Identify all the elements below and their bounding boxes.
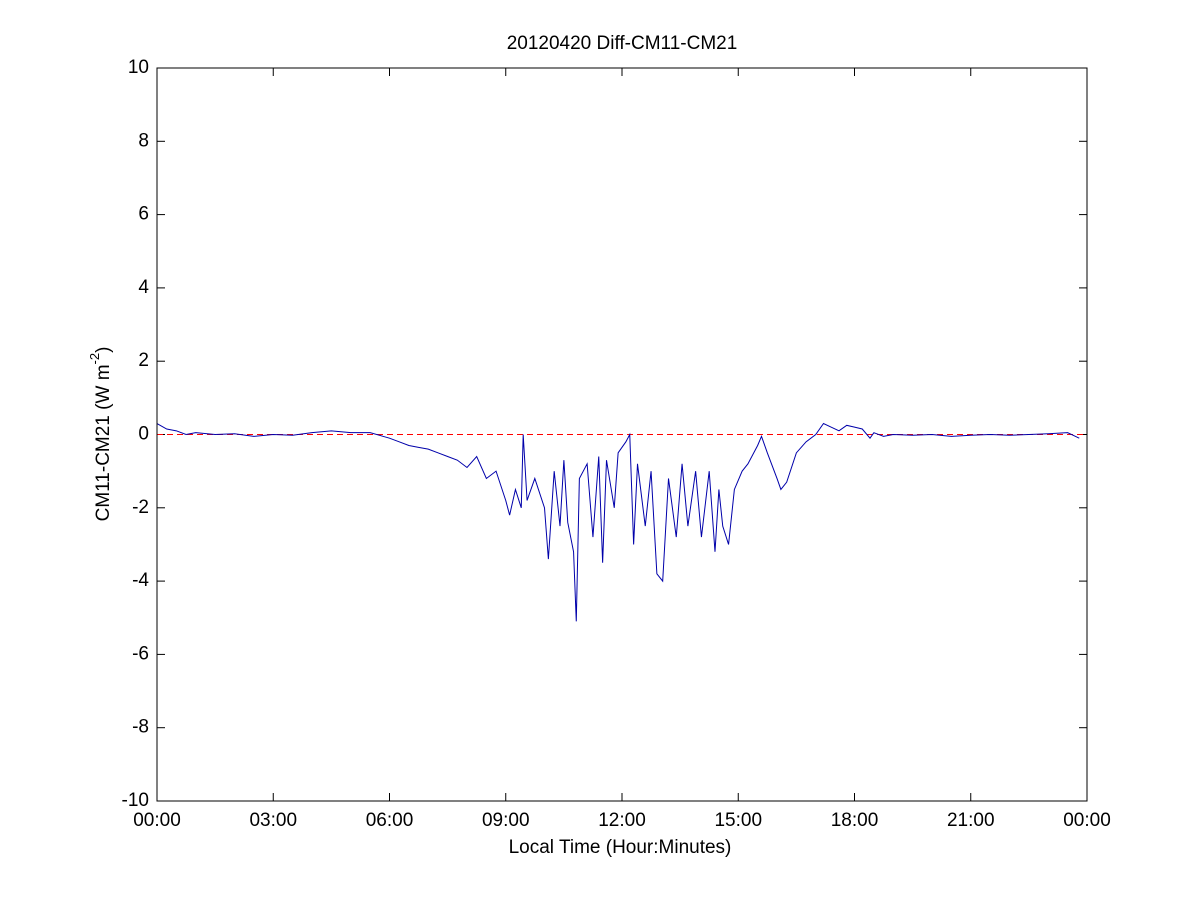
data-line	[156, 422, 1080, 622]
y-tick-label: -4	[132, 570, 149, 591]
y-tick-label: -8	[132, 717, 149, 738]
x-tick-label: 09:00	[482, 810, 530, 831]
y-tick-label: 6	[138, 204, 149, 225]
x-tick-label: 12:00	[598, 810, 646, 831]
y-tick-label: -6	[132, 643, 149, 664]
x-tick-label: 03:00	[249, 810, 297, 831]
y-tick-label: -10	[122, 790, 149, 811]
x-tick-label: 18:00	[831, 810, 879, 831]
x-tick-label: 15:00	[714, 810, 762, 831]
y-axis-label-end: )	[93, 347, 114, 353]
y-tick-label: 8	[138, 130, 149, 151]
plot-frame	[156, 67, 1088, 802]
y-axis-label-sup: -2	[87, 353, 102, 365]
y-tick-label: 4	[138, 277, 149, 298]
chart-title: 20120420 Diff-CM11-CM21	[507, 33, 738, 54]
y-tick-label: 0	[138, 424, 149, 445]
x-tick-label: 00:00	[1063, 810, 1111, 831]
x-tick-label: 21:00	[947, 810, 995, 831]
x-tick-label: 06:00	[366, 810, 414, 831]
y-tick-label: -2	[132, 497, 149, 518]
x-axis-label: Local Time (Hour:Minutes)	[509, 837, 732, 858]
y-axis-label: CM11-CM21 (W m-2)	[87, 347, 114, 522]
y-tick-label: 2	[138, 350, 149, 371]
x-tick-label: 00:00	[133, 810, 181, 831]
y-tick-label: 10	[128, 57, 149, 78]
y-axis-label-main: CM11-CM21 (W m	[93, 364, 114, 521]
